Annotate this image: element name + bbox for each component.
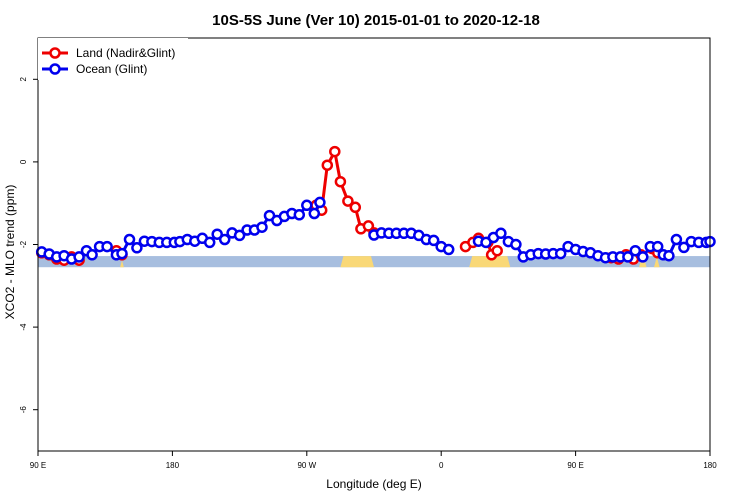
- surface-bar-ocean: [38, 256, 710, 268]
- series-0-point: [342, 195, 354, 207]
- x-axis: 90 E 180 90 W 0 90 E 180: [30, 451, 717, 470]
- y-axis-label: XCO2 - MLO trend (ppm): [3, 185, 17, 320]
- series-1-point: [495, 227, 507, 240]
- y-tick-label-1: 0: [19, 159, 28, 164]
- x-tick-label-0: 90 E: [30, 461, 46, 470]
- series-1-point: [301, 199, 313, 212]
- series-1-point: [233, 229, 246, 242]
- series-0-point: [362, 220, 375, 232]
- x-axis-label: Longitude (deg E): [326, 477, 421, 491]
- series-1-point: [510, 238, 522, 251]
- y-axis: 2 0 -2 -4 -6: [19, 77, 38, 414]
- surface-bar-land-4: [654, 256, 660, 268]
- series-0-point: [329, 145, 341, 158]
- series-0-point: [334, 175, 347, 188]
- legend-land-label: Land (Nadir&Glint): [76, 46, 175, 60]
- series-1-point: [218, 233, 231, 246]
- series-1-point: [629, 244, 642, 257]
- series-1-point: [427, 234, 440, 247]
- legend-ocean-label: Ocean (Glint): [76, 62, 147, 76]
- legend-item-ocean: Ocean (Glint): [42, 62, 147, 76]
- series-1-point: [637, 251, 649, 263]
- series-1-point: [678, 241, 690, 254]
- series-1-point: [622, 251, 634, 263]
- series-1-point: [554, 247, 567, 260]
- x-tick-label-5: 180: [703, 461, 717, 470]
- series-1-point: [663, 249, 675, 262]
- series-layer: [35, 145, 716, 266]
- series-1-point: [293, 209, 306, 221]
- series-1-point: [314, 196, 326, 209]
- y-tick-label-0: 2: [19, 77, 28, 82]
- y-tick-label-4: -6: [19, 406, 28, 414]
- series-1-point: [308, 207, 321, 220]
- series-0-point: [349, 201, 362, 214]
- legend-box: [38, 38, 188, 80]
- series-1-point: [670, 233, 683, 246]
- x-tick-label-4: 90 E: [567, 461, 583, 470]
- series-1-point: [131, 242, 143, 254]
- surface-bar: [38, 256, 710, 268]
- series-0-point: [491, 244, 503, 257]
- series-1-point: [73, 251, 85, 263]
- legend-land-marker: [49, 47, 61, 59]
- y-tick-label-3: -4: [19, 323, 28, 331]
- series-1-point: [203, 236, 216, 249]
- x-tick-label-3: 0: [439, 461, 444, 470]
- series-1-point: [256, 221, 268, 233]
- series-1-point: [442, 243, 455, 256]
- legend-item-land: Land (Nadir&Glint): [42, 46, 175, 60]
- x-tick-label-2: 90 W: [297, 461, 316, 470]
- series-1-point: [116, 247, 128, 260]
- y-tick-label-2: -2: [19, 240, 28, 248]
- series-1-point: [211, 228, 223, 240]
- series-1: [35, 196, 716, 265]
- surface-bar-land-2: [469, 256, 511, 268]
- chart-title: 10S-5S June (Ver 10) 2015-01-01 to 2020-…: [212, 12, 540, 29]
- series-1-point: [651, 240, 664, 253]
- series-0-point: [321, 159, 334, 171]
- series-1-point: [123, 233, 136, 246]
- x-tick-label-1: 180: [166, 461, 180, 470]
- surface-bar-land-1: [340, 256, 374, 268]
- series-1-point: [101, 240, 113, 253]
- legend: Land (Nadir&Glint) Ocean (Glint): [38, 38, 188, 80]
- legend-ocean-marker: [49, 63, 61, 75]
- series-1-point: [86, 249, 98, 261]
- surface-bar-land-0: [120, 256, 124, 268]
